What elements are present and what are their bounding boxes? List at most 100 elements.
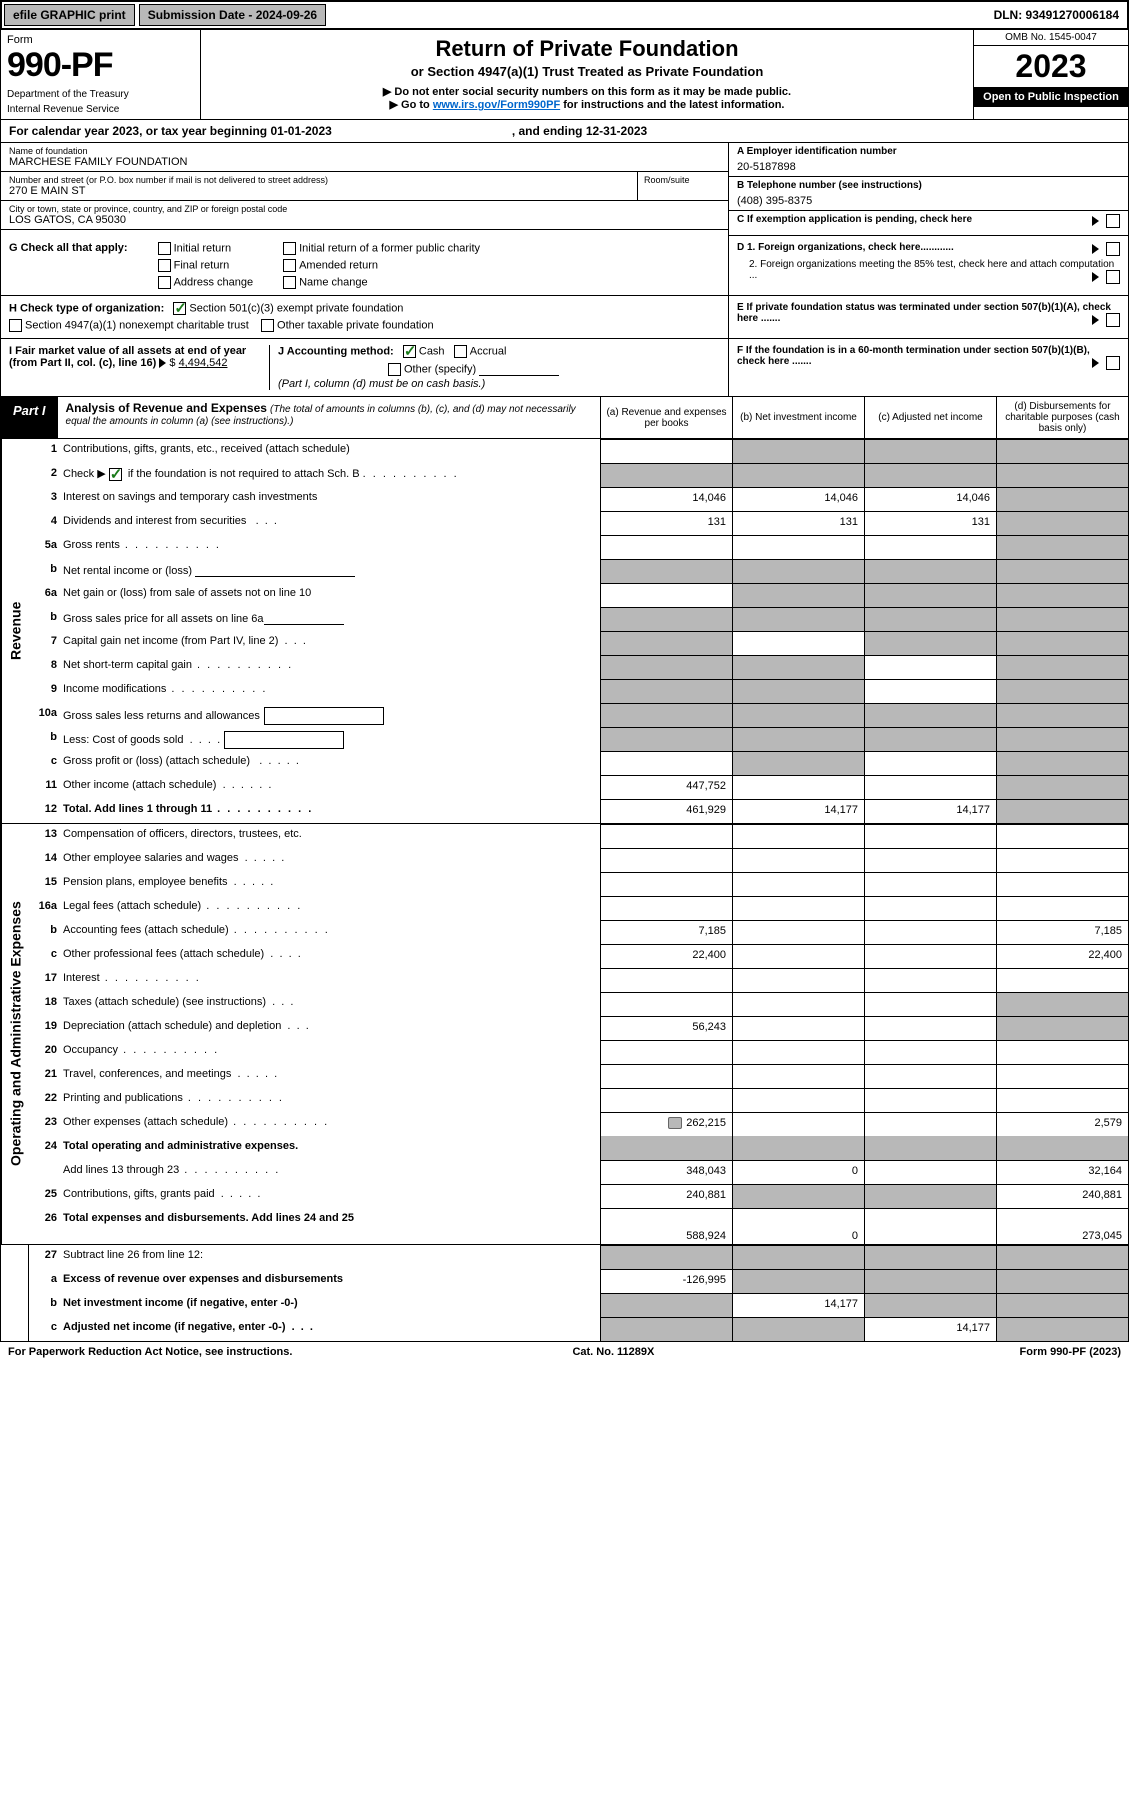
dln: DLN: 93491270006184: [986, 5, 1127, 25]
row-27c: Adjusted net income (if negative, enter …: [63, 1317, 600, 1341]
row-6a: Net gain or (loss) from sale of assets n…: [63, 583, 600, 607]
col-d-header: (d) Disbursements for charitable purpose…: [996, 397, 1128, 438]
row-10b: Less: Cost of goods sold . . . .: [63, 727, 600, 751]
revenue-label: Revenue: [1, 439, 29, 823]
address-change-checkbox[interactable]: [158, 276, 171, 289]
expenses-label: Operating and Administrative Expenses: [1, 824, 29, 1244]
foundation-name: MARCHESE FAMILY FOUNDATION: [9, 156, 720, 168]
501c3-checkbox[interactable]: [173, 302, 186, 315]
part1-label: Part I: [1, 397, 58, 438]
d2-checkbox[interactable]: [1106, 270, 1120, 284]
row-16a: Legal fees (attach schedule): [63, 896, 600, 920]
ein: 20-5187898: [737, 157, 1120, 173]
arrow-icon: [159, 358, 166, 368]
final-return-checkbox[interactable]: [158, 259, 171, 272]
revenue-section: Revenue 1Contributions, gifts, grants, e…: [0, 439, 1129, 824]
row-10c: Gross profit or (loss) (attach schedule)…: [63, 751, 600, 775]
row-10a: Gross sales less returns and allowances: [63, 703, 600, 727]
efile-button[interactable]: efile GRAPHIC print: [4, 4, 135, 26]
row-5a: Gross rents: [63, 535, 600, 559]
calendar-year-row: For calendar year 2023, or tax year begi…: [0, 120, 1129, 143]
header-center: Return of Private Foundation or Section …: [201, 30, 973, 119]
col-c-header: (c) Adjusted net income: [864, 397, 996, 438]
form-title: Return of Private Foundation: [209, 36, 965, 62]
row-19: Depreciation (attach schedule) and deple…: [63, 1016, 600, 1040]
section-ij: I Fair market value of all assets at end…: [1, 339, 728, 396]
row-26: Total expenses and disbursements. Add li…: [63, 1208, 600, 1244]
form-subtitle: or Section 4947(a)(1) Trust Treated as P…: [209, 64, 965, 79]
cash-checkbox[interactable]: [403, 345, 416, 358]
attachment-icon[interactable]: [668, 1117, 682, 1129]
e-checkbox[interactable]: [1106, 313, 1120, 327]
row-3: Interest on savings and temporary cash i…: [63, 487, 600, 511]
fmv-value: 4,494,542: [179, 357, 228, 369]
form-label: Form: [7, 34, 194, 46]
section-e: E If private foundation status was termi…: [728, 296, 1128, 338]
row-27b: Net investment income (if negative, ente…: [63, 1293, 600, 1317]
row-20: Occupancy: [63, 1040, 600, 1064]
open-public: Open to Public Inspection: [974, 87, 1128, 107]
row-17: Interest: [63, 968, 600, 992]
row-23: Other expenses (attach schedule): [63, 1112, 600, 1136]
part1-desc: Analysis of Revenue and Expenses (The to…: [58, 397, 600, 438]
row-27a: Excess of revenue over expenses and disb…: [63, 1269, 600, 1293]
cal-ending: , and ending 12-31-2023: [512, 124, 647, 138]
row-7: Capital gain net income (from Part IV, l…: [63, 631, 600, 655]
paperwork-notice: For Paperwork Reduction Act Notice, see …: [8, 1346, 292, 1358]
row-5b: Net rental income or (loss): [63, 559, 600, 583]
row-1: Contributions, gifts, grants, etc., rece…: [63, 439, 600, 463]
irs-label: Internal Revenue Service: [7, 104, 194, 115]
row-18: Taxes (attach schedule) (see instruction…: [63, 992, 600, 1016]
exemption-checkbox[interactable]: [1106, 214, 1120, 228]
row-16c: Other professional fees (attach schedule…: [63, 944, 600, 968]
arrow-icon: [1092, 216, 1099, 226]
arrow-icon: [1092, 272, 1099, 282]
row-13: Compensation of officers, directors, tru…: [63, 824, 600, 848]
info-grid: Name of foundation MARCHESE FAMILY FOUND…: [0, 143, 1129, 236]
amended-return-checkbox[interactable]: [283, 259, 296, 272]
initial-return-checkbox[interactable]: [158, 242, 171, 255]
schb-checkbox[interactable]: [109, 468, 122, 481]
city-state-zip: LOS GATOS, CA 95030: [9, 214, 720, 226]
expenses-section: Operating and Administrative Expenses 13…: [0, 824, 1129, 1245]
row-25: Contributions, gifts, grants paid . . . …: [63, 1184, 600, 1208]
phone: (408) 395-8375: [737, 191, 1120, 207]
other-method-checkbox[interactable]: [388, 363, 401, 376]
foundation-name-cell: Name of foundation MARCHESE FAMILY FOUND…: [1, 143, 728, 172]
d1-checkbox[interactable]: [1106, 242, 1120, 256]
section-ij-f: I Fair market value of all assets at end…: [0, 339, 1129, 397]
form-number: 990-PF: [7, 46, 194, 85]
row-6b: Gross sales price for all assets on line…: [63, 607, 600, 631]
form990pf-link[interactable]: www.irs.gov/Form990PF: [433, 99, 560, 111]
row-11: Other income (attach schedule) . . . . .…: [63, 775, 600, 799]
section-g-d: G Check all that apply: Initial return F…: [0, 236, 1129, 296]
4947-checkbox[interactable]: [9, 319, 22, 332]
row-24: Total operating and administrative expen…: [63, 1136, 600, 1160]
room-cell: Room/suite: [638, 172, 728, 201]
row-14: Other employee salaries and wages . . . …: [63, 848, 600, 872]
row-15: Pension plans, employee benefits . . . .…: [63, 872, 600, 896]
instructions-link-row: ▶ Go to www.irs.gov/Form990PF for instru…: [209, 98, 965, 111]
cal-begin: For calendar year 2023, or tax year begi…: [9, 124, 332, 138]
f-checkbox[interactable]: [1106, 356, 1120, 370]
row-22: Printing and publications: [63, 1088, 600, 1112]
row-21: Travel, conferences, and meetings . . . …: [63, 1064, 600, 1088]
other-taxable-checkbox[interactable]: [261, 319, 274, 332]
initial-former-checkbox[interactable]: [283, 242, 296, 255]
page-footer: For Paperwork Reduction Act Notice, see …: [0, 1342, 1129, 1362]
city-cell: City or town, state or province, country…: [1, 201, 728, 230]
name-change-checkbox[interactable]: [283, 276, 296, 289]
topbar: efile GRAPHIC print Submission Date - 20…: [0, 0, 1129, 30]
row-2: Check ▶ if the foundation is not require…: [63, 463, 600, 487]
submission-date: Submission Date - 2024-09-26: [139, 4, 326, 26]
header-right: OMB No. 1545-0047 2023 Open to Public In…: [973, 30, 1128, 119]
dept-label: Department of the Treasury: [7, 89, 194, 100]
row-8: Net short-term capital gain: [63, 655, 600, 679]
section-g: G Check all that apply: Initial return F…: [1, 236, 728, 295]
header-left: Form 990-PF Department of the Treasury I…: [1, 30, 201, 119]
row-16b: Accounting fees (attach schedule): [63, 920, 600, 944]
section-h: H Check type of organization: Section 50…: [1, 296, 728, 338]
row-4: Dividends and interest from securities .…: [63, 511, 600, 535]
ssn-warning: ▶ Do not enter social security numbers o…: [209, 85, 965, 98]
accrual-checkbox[interactable]: [454, 345, 467, 358]
